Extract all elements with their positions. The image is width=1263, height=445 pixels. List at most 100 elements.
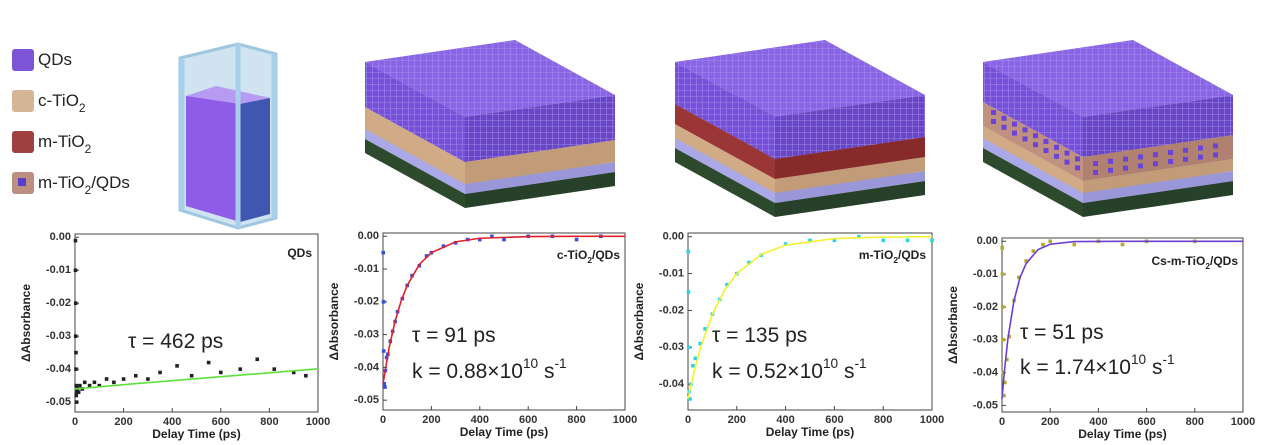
film-face: [983, 138, 1083, 203]
film-grid: [365, 40, 615, 117]
chart-title: c-TiO2/QDs: [557, 248, 620, 265]
data-point: [1007, 334, 1012, 339]
data-point: [73, 334, 78, 338]
text-part: -1: [1162, 352, 1174, 367]
text-part: /QDs: [1210, 254, 1238, 268]
annotation: τ = 462 ps: [128, 330, 223, 353]
qd-dot: [1123, 165, 1128, 171]
text-part: /QDs: [592, 248, 620, 262]
qd-dot: [1033, 142, 1038, 148]
film-face: [775, 181, 925, 217]
qd-dot: [1108, 167, 1113, 173]
y-tick-label: -0.04: [354, 361, 380, 373]
data-point: [832, 238, 837, 243]
data-point: [441, 244, 446, 248]
text-part: s: [538, 360, 554, 383]
data-point: [1120, 242, 1125, 247]
text-part: s: [1146, 356, 1162, 379]
qd-dot: [1168, 159, 1173, 164]
data-point: [1005, 357, 1009, 362]
y-tick-label: 0.00: [358, 230, 379, 242]
y-tick-label: -0.02: [973, 301, 998, 313]
data-point: [73, 268, 78, 273]
qd-dot: [1022, 136, 1028, 142]
text-part: 10: [523, 356, 539, 371]
annotation: k = 0.52×1010 s-1: [712, 356, 867, 382]
qd-dot: [1093, 170, 1098, 175]
y-tick-label: -0.04: [973, 367, 999, 379]
chart-title: QDs: [287, 246, 312, 260]
chart-title: Cs-m-TiO2/QDs: [1152, 254, 1239, 271]
data-point: [158, 370, 162, 375]
y-tick-label: -0.02: [354, 296, 379, 308]
data-point: [881, 238, 885, 243]
text-part: c-TiO: [38, 91, 79, 110]
film-face: [775, 157, 925, 193]
data-point: [381, 250, 386, 255]
film-face: [983, 148, 1083, 217]
annotation: k = 0.88×1010 s-1: [412, 356, 567, 382]
data-point: [73, 238, 78, 243]
cuvette-liquid: [186, 92, 240, 222]
annotation: k = 1.74×1010 s-1: [1020, 352, 1175, 378]
text-part: τ = 462 ps: [128, 330, 223, 353]
film-face: [1083, 159, 1233, 193]
fit-line: [1001, 240, 1243, 399]
text-part: 2: [79, 101, 86, 115]
x-axis-label: Delay Time (ps): [1078, 427, 1166, 441]
data-point: [453, 241, 458, 245]
x-tick-label: 400: [163, 416, 181, 428]
text-part: 10: [823, 356, 839, 371]
data-point: [1003, 380, 1007, 385]
x-tick-label: 1000: [613, 414, 637, 426]
data-point: [82, 380, 87, 385]
data-point: [383, 385, 387, 389]
x-tick-label: 600: [212, 416, 230, 428]
x-tick-label: 600: [519, 414, 537, 426]
y-tick-label: 0.00: [50, 231, 71, 243]
y-tick-label: 0.00: [663, 231, 684, 243]
data-point: [1041, 242, 1045, 247]
data-point: [1000, 272, 1005, 276]
film-face: [675, 104, 775, 179]
data-point: [1002, 393, 1006, 398]
data-point: [74, 400, 79, 404]
legend-swatch-inner: [18, 178, 26, 186]
data-point: [219, 370, 223, 375]
data-point: [255, 357, 260, 362]
data-point: [686, 345, 691, 350]
film-face: [365, 107, 465, 184]
x-tick-label: 200: [114, 416, 132, 428]
film-face: [675, 148, 775, 217]
qd-dot: [1033, 133, 1038, 139]
annotation: τ = 91 ps: [412, 324, 496, 347]
text-part: τ = 51 ps: [1020, 321, 1104, 344]
y-axis-label: ΔAbsorbance: [946, 286, 960, 364]
y-axis-label: ΔAbsorbance: [19, 284, 33, 362]
qd-dot: [1064, 159, 1070, 165]
data-point: [686, 249, 691, 254]
data-point: [693, 356, 698, 361]
data-point: [688, 397, 692, 401]
x-tick-label: 800: [260, 416, 278, 428]
film-face: [775, 137, 925, 179]
qd-dot: [1093, 161, 1098, 166]
film-face: [983, 102, 1083, 181]
qd-dot: [1138, 163, 1143, 169]
text-part: QDs: [287, 246, 312, 260]
x-tick-label: 400: [1089, 416, 1107, 428]
data-point: [1017, 275, 1021, 280]
legend-label: m-TiO2/QDs: [38, 173, 130, 197]
qd-dot: [1054, 153, 1059, 159]
data-point: [291, 370, 296, 375]
qd-dot: [1153, 161, 1158, 167]
y-tick-label: -0.05: [973, 399, 998, 411]
film-face: [675, 138, 775, 203]
qd-dot: [1075, 156, 1080, 162]
annotation: τ = 51 ps: [1020, 321, 1104, 344]
x-tick-label: 0: [999, 416, 1005, 428]
y-tick-label: -0.01: [659, 267, 684, 279]
data-point: [87, 383, 92, 388]
